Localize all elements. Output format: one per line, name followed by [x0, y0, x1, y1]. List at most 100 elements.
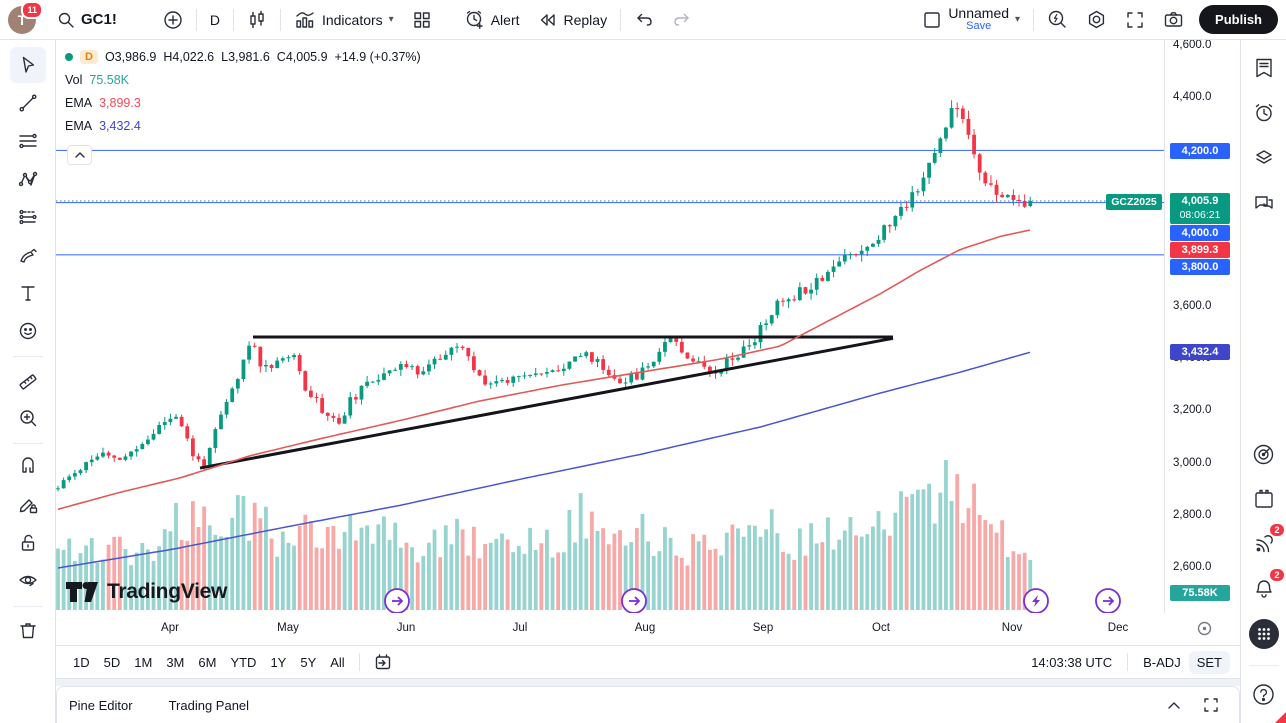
- range-button-3m[interactable]: 3M: [166, 654, 185, 670]
- maximize-panel-icon[interactable]: [1203, 697, 1219, 713]
- chart-style-button[interactable]: [238, 4, 276, 36]
- legend-volume-row[interactable]: Vol 75.58K: [65, 73, 421, 87]
- event-lightning-marker[interactable]: [1023, 588, 1049, 613]
- zoom-in-tool[interactable]: [10, 400, 46, 436]
- candle-body: [157, 424, 162, 434]
- event-arrow-marker[interactable]: [621, 588, 647, 613]
- range-button-5d[interactable]: 5D: [103, 654, 121, 670]
- legend-ema2-row[interactable]: EMA 3,432.4: [65, 119, 421, 133]
- volume-bar: [219, 536, 223, 610]
- adjust-toggle[interactable]: B-ADJ: [1143, 654, 1181, 670]
- pattern-tool[interactable]: [10, 161, 46, 197]
- candle-body: [561, 368, 566, 372]
- range-button-1m[interactable]: 1M: [134, 654, 153, 670]
- symbol-search-button[interactable]: GC1!: [48, 4, 126, 36]
- help-icon: [1253, 683, 1274, 705]
- undo-button[interactable]: [625, 4, 663, 36]
- candle-body: [797, 287, 802, 301]
- range-button-all[interactable]: All: [330, 654, 345, 670]
- candle-body: [56, 488, 60, 490]
- price-axis[interactable]: 4,600.04,400.03,600.03,400.03,200.03,000…: [1164, 39, 1240, 613]
- expand-panel-chevron-icon[interactable]: [1167, 701, 1181, 710]
- apps-menu-button[interactable]: [1248, 618, 1280, 650]
- emoji-tool[interactable]: [10, 313, 46, 349]
- calendar-button[interactable]: [1248, 483, 1280, 515]
- event-arrow-marker[interactable]: [1095, 588, 1121, 613]
- candle-body: [455, 346, 459, 348]
- chevron-down-icon[interactable]: ▾: [1015, 14, 1021, 25]
- range-button-1d[interactable]: 1D: [73, 654, 90, 670]
- ema1-label: EMA: [65, 96, 93, 110]
- stay-in-drawing-mode-tool[interactable]: [10, 487, 46, 523]
- legend-collapse-button[interactable]: [67, 145, 92, 165]
- tab-trading-panel[interactable]: Trading Panel: [168, 697, 250, 713]
- time-axis[interactable]: Apr May Jun Jul Aug Sep Oct Nov Dec: [56, 613, 1240, 646]
- tab-pine-editor[interactable]: Pine Editor: [69, 697, 133, 713]
- candle-body: [376, 379, 381, 382]
- measure-tool[interactable]: [10, 362, 46, 398]
- projection-tool[interactable]: [10, 199, 46, 235]
- text-tool[interactable]: [10, 275, 46, 311]
- range-button-1y[interactable]: 1Y: [270, 654, 287, 670]
- ohlc-open: O3,986.9: [104, 50, 157, 64]
- create-alert-button[interactable]: Alert: [455, 4, 529, 36]
- candle-body: [1005, 194, 1010, 198]
- chat-bubbles-icon: [1254, 196, 1273, 209]
- volume-bar: [292, 545, 296, 610]
- range-button-5y[interactable]: 5Y: [300, 654, 317, 670]
- indicators-button[interactable]: Indicators ▾: [285, 4, 403, 36]
- remove-drawings-tool[interactable]: [10, 612, 46, 648]
- interval-button[interactable]: D: [201, 4, 229, 36]
- resize-corner[interactable]: [1275, 712, 1286, 723]
- object-tree-button[interactable]: [1248, 142, 1280, 174]
- publish-button[interactable]: Publish: [1199, 5, 1278, 34]
- legend-main-row[interactable]: D O3,986.9 H4,022.6 L3,981.6 C4,005.9 +1…: [65, 50, 421, 64]
- candle-body: [831, 266, 836, 272]
- candle-body: [168, 418, 173, 423]
- compare-add-symbol-button[interactable]: [154, 4, 192, 36]
- hide-drawings-tool[interactable]: [10, 563, 46, 599]
- layout-grid-button[interactable]: [403, 4, 441, 36]
- trend-line-drawing[interactable]: [199, 336, 894, 470]
- candle-body: [449, 347, 454, 355]
- help-button[interactable]: [1248, 678, 1280, 710]
- chart-settings-button[interactable]: [1077, 4, 1116, 36]
- magnet-tool[interactable]: [10, 449, 46, 485]
- ideas-button[interactable]: [1248, 438, 1280, 470]
- notifications-button[interactable]: 2: [1248, 569, 1284, 605]
- volume-bar: [831, 549, 836, 610]
- streams-button[interactable]: 2: [1248, 524, 1284, 560]
- clock-utc[interactable]: 14:03:38 UTC: [1031, 654, 1113, 670]
- fullscreen-button[interactable]: [1116, 4, 1154, 36]
- timezone-icon[interactable]: [1197, 621, 1212, 636]
- candle-body: [404, 364, 409, 368]
- layout-select-button[interactable]: Unnamed Save ▾: [913, 4, 1029, 36]
- cursor-tool[interactable]: [9, 47, 46, 83]
- watchlist-button[interactable]: [1248, 52, 1280, 84]
- save-layout-link[interactable]: Save: [966, 20, 992, 33]
- snapshot-button[interactable]: [1154, 4, 1193, 36]
- event-arrow-marker[interactable]: [384, 588, 410, 613]
- quick-search-button[interactable]: [1038, 4, 1077, 36]
- volume-bar: [663, 527, 667, 610]
- brush-tool[interactable]: [10, 237, 46, 273]
- fib-retracement-tool[interactable]: [10, 123, 46, 159]
- volume-bar: [213, 534, 218, 610]
- legend-ema1-row[interactable]: EMA 3,899.3: [65, 96, 421, 110]
- chat-button[interactable]: [1248, 187, 1280, 219]
- range-button-ytd[interactable]: YTD: [230, 654, 257, 670]
- settlement-toggle[interactable]: SET: [1188, 650, 1230, 674]
- user-avatar[interactable]: T 11: [8, 0, 43, 34]
- price-chart-canvas[interactable]: [56, 40, 1164, 613]
- candle-body: [432, 358, 437, 365]
- camera-icon: [1164, 12, 1183, 27]
- redo-button[interactable]: [663, 4, 701, 36]
- replay-button[interactable]: Replay: [529, 4, 617, 36]
- go-to-date-button[interactable]: [367, 649, 399, 675]
- range-button-6m[interactable]: 6M: [198, 654, 217, 670]
- trend-line-tool[interactable]: [10, 85, 46, 121]
- lock-drawings-tool[interactable]: [10, 525, 46, 561]
- alerts-panel-button[interactable]: [1248, 97, 1280, 129]
- volume-bar: [247, 540, 251, 610]
- chevron-down-icon[interactable]: ▾: [388, 14, 394, 25]
